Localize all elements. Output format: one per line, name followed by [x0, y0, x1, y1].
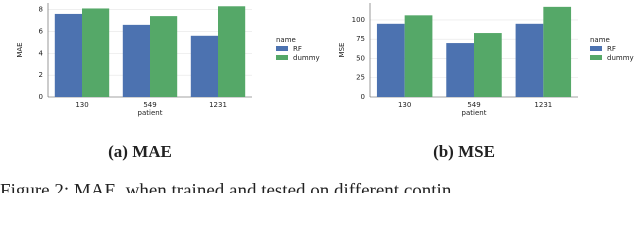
legend-swatch	[276, 55, 288, 60]
bar	[515, 23, 544, 98]
x-tick-label: 130	[75, 101, 88, 109]
bar	[474, 33, 502, 97]
y-tick-label: 0	[39, 93, 43, 101]
subcaption: (b) MSE	[433, 142, 495, 161]
legend-swatch	[590, 55, 602, 60]
subcaption: (a) MAE	[108, 142, 172, 161]
y-tick-label: 2	[39, 71, 43, 79]
x-tick-label: 1231	[209, 101, 227, 109]
figure: Figure 2: MAE, when trained and tested o…	[0, 3, 634, 193]
bar	[376, 23, 405, 98]
legend-title: name	[590, 36, 610, 44]
x-tick-label: 549	[467, 101, 480, 109]
y-tick-label: 50	[356, 54, 365, 62]
bar	[218, 6, 246, 98]
figure-caption: Figure 2: MAE, when trained and tested o…	[0, 180, 452, 193]
legend-label: RF	[607, 45, 616, 53]
y-tick-label: 75	[356, 35, 365, 43]
bar	[404, 15, 433, 98]
x-tick-label: 549	[143, 101, 156, 109]
bar	[54, 13, 82, 98]
y-axis-label: MAE	[16, 42, 24, 57]
y-tick-label: 25	[356, 74, 365, 82]
y-tick-label: 6	[39, 27, 44, 35]
legend-label: dummy	[293, 54, 320, 62]
y-tick-label: 100	[352, 16, 365, 24]
y-tick-label: 8	[39, 6, 43, 14]
legend-swatch	[276, 46, 288, 51]
legend-title: name	[276, 36, 296, 44]
x-tick-label: 130	[398, 101, 411, 109]
bar	[122, 24, 150, 97]
bar	[190, 35, 218, 97]
bar	[82, 8, 110, 97]
x-tick-label: 1231	[534, 101, 552, 109]
legend-label: dummy	[607, 54, 634, 62]
bar	[446, 43, 474, 97]
y-axis-label: MSE	[338, 43, 346, 58]
x-axis-label: patient	[138, 109, 163, 117]
bar	[543, 6, 572, 97]
y-tick-label: 4	[39, 49, 44, 57]
y-tick-label: 0	[361, 93, 365, 101]
bar	[150, 16, 178, 97]
legend-label: RF	[293, 45, 302, 53]
x-axis-label: patient	[462, 109, 487, 117]
legend-swatch	[590, 46, 602, 51]
